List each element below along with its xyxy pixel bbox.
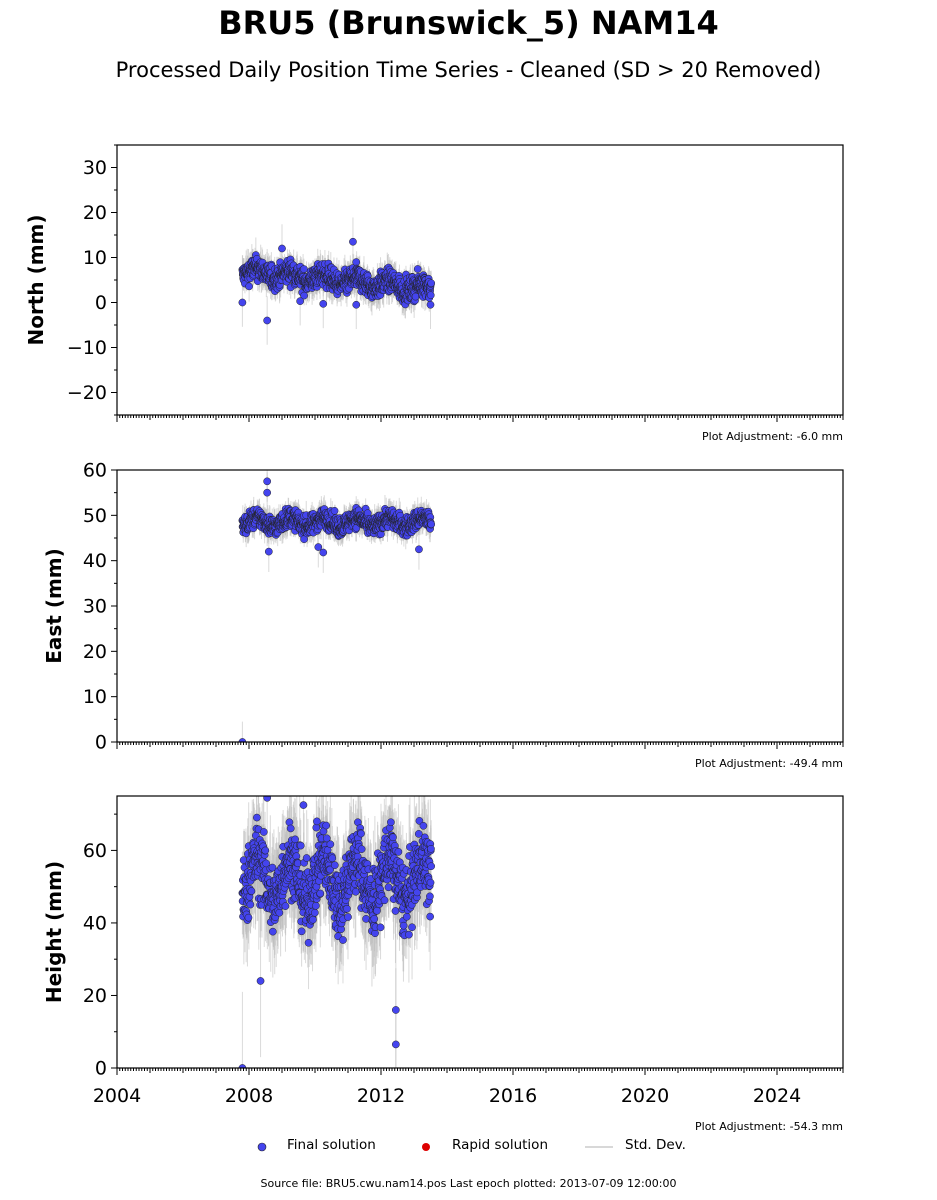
- final-solution-point: [427, 279, 436, 288]
- final-solution-point: [413, 265, 422, 273]
- y-tick-label: −10: [67, 337, 107, 359]
- plot-adjustment-note: Plot Adjustment: -49.4 mm: [695, 757, 843, 770]
- final-solution-point: [264, 547, 273, 556]
- final-solution-point: [238, 738, 247, 742]
- final-solution-point: [296, 297, 304, 305]
- final-solution-point: [314, 543, 323, 551]
- plot-area-2: [238, 796, 436, 1068]
- final-solution-point: [238, 298, 247, 307]
- final-solution-point: [300, 265, 308, 273]
- final-solution-point: [411, 292, 420, 301]
- plot-area-0: [238, 217, 436, 345]
- final-solution-point: [319, 300, 328, 308]
- y-tick-label: 30: [83, 157, 107, 179]
- final-solution-point: [300, 291, 308, 300]
- final-solution-point: [263, 316, 271, 325]
- y-tick-label: 20: [83, 641, 107, 663]
- final-solution-point: [426, 291, 435, 300]
- y-tick-label: 30: [83, 596, 107, 618]
- final-solution-point: [263, 477, 271, 486]
- y-tick-label: 0: [95, 732, 107, 754]
- y-tick-label: 40: [83, 550, 107, 572]
- chart-title: BRU5 (Brunswick_5) NAM14: [218, 4, 719, 42]
- final-solution-point: [330, 506, 339, 515]
- y-tick-label: 0: [95, 292, 107, 314]
- final-solution-point: [263, 488, 271, 497]
- final-solution-point: [352, 258, 361, 266]
- plot-adjustment-note: Plot Adjustment: -6.0 mm: [702, 430, 843, 443]
- panel-1: 0 10 20 30 40 50 60 East (mm) Plot Adjustment: -…: [42, 460, 844, 770]
- final-solution-point: [278, 244, 286, 253]
- final-solution-point: [349, 237, 357, 246]
- chart-subtitle: Processed Daily Position Time Series - C…: [115, 58, 822, 82]
- y-tick-label: 60: [83, 460, 107, 482]
- final-solution-point: [426, 300, 435, 309]
- y-tick-label: 10: [83, 247, 107, 269]
- y-tick-label: 20: [83, 202, 107, 224]
- panel-frame: [116, 469, 844, 743]
- panel-0: −20 −10 0 10 20 30 North (mm) Plot Adjustment: …: [24, 144, 844, 443]
- final-solution-point: [427, 520, 436, 529]
- final-solution-point: [245, 282, 253, 291]
- plot-area-1: [238, 470, 436, 742]
- final-solution-point: [415, 545, 423, 554]
- final-solution-point: [352, 300, 361, 309]
- y-tick-label: −20: [67, 382, 107, 404]
- y-tick-label: 10: [83, 686, 107, 708]
- panel-frame: [116, 144, 844, 416]
- final-solution-point: [319, 548, 328, 557]
- y-tick-label: 50: [83, 505, 107, 527]
- y-axis-label: North (mm): [24, 214, 48, 345]
- y-axis-label: East (mm): [42, 548, 66, 664]
